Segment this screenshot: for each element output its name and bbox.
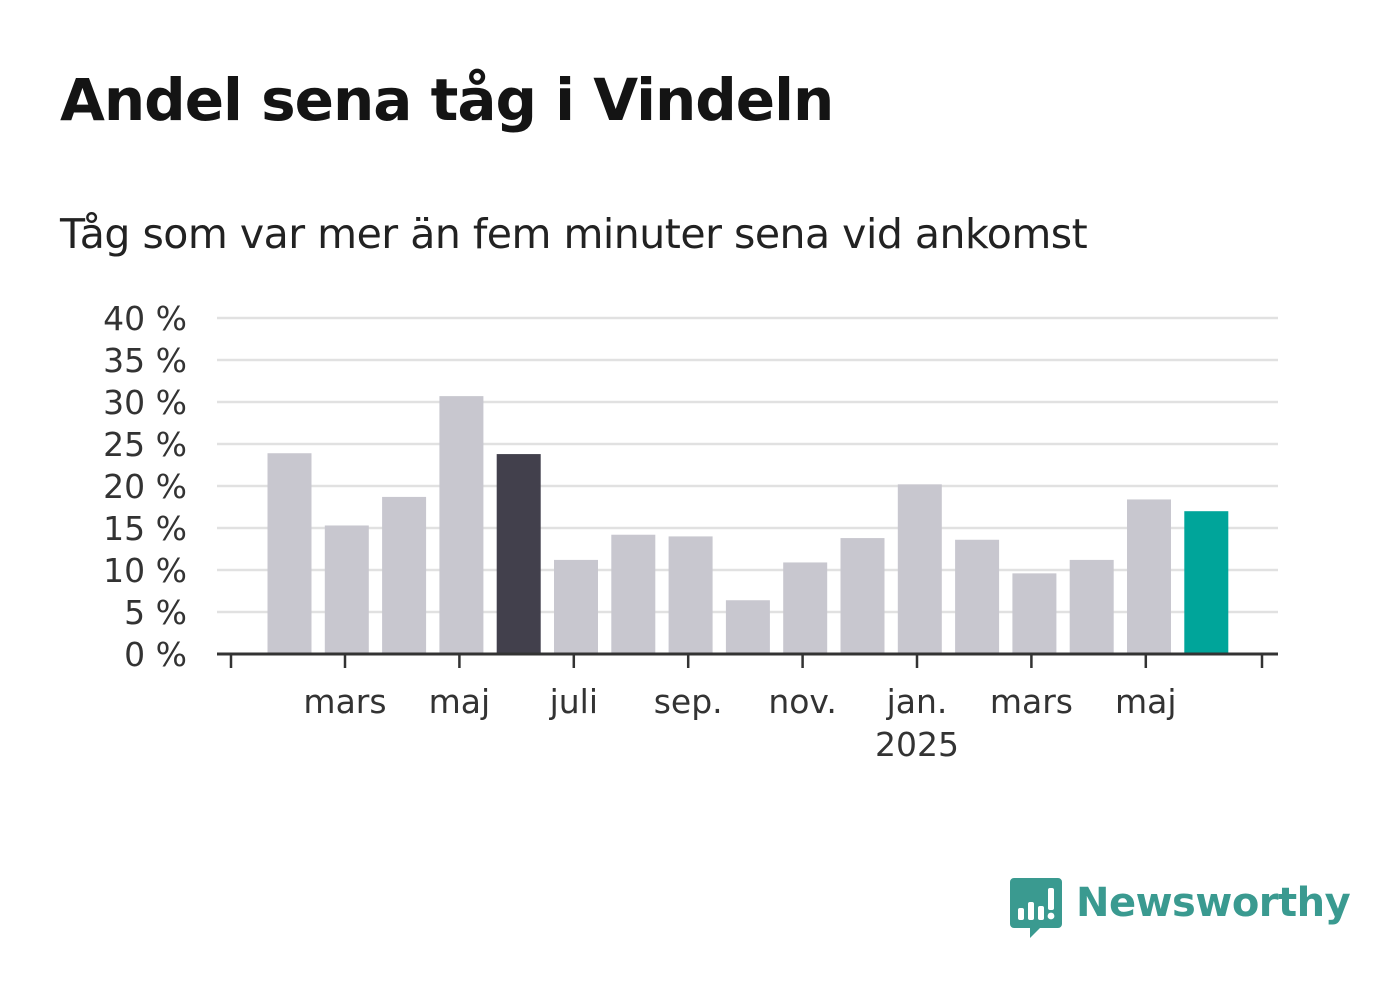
bar — [611, 534, 656, 654]
bar — [382, 496, 427, 654]
bar — [955, 539, 1000, 654]
y-axis-tick-labels: 0 %5 %10 %15 %20 %25 %30 %35 %40 % — [103, 299, 187, 674]
y-tick-label: 15 % — [103, 509, 187, 548]
y-tick-label: 20 % — [103, 467, 187, 506]
bar — [783, 562, 828, 654]
y-tick-label: 30 % — [103, 383, 187, 422]
bar — [725, 600, 770, 654]
x-tick-label: mars — [990, 682, 1073, 721]
grid-lines — [217, 316, 1278, 614]
chart-title: Andel sena tåg i Vindeln — [60, 66, 834, 134]
bar — [1069, 559, 1114, 654]
bar — [267, 453, 312, 654]
x-tick-label: mars — [303, 682, 386, 721]
x-tick-label: juli — [549, 682, 598, 721]
y-tick-label: 35 % — [103, 341, 187, 380]
y-tick-label: 0 % — [124, 635, 187, 674]
bar — [1184, 511, 1229, 654]
y-tick-label: 10 % — [103, 551, 187, 590]
bar — [668, 536, 713, 654]
x-tick-label: nov. — [768, 682, 837, 721]
x-axis — [217, 652, 1278, 668]
y-tick-label: 40 % — [103, 299, 187, 338]
x-tick-label: jan. — [886, 682, 948, 721]
newsworthy-logo-icon — [1010, 878, 1062, 938]
x-tick-label: maj — [429, 682, 491, 721]
bar — [1012, 573, 1057, 654]
bar — [1127, 499, 1171, 654]
bar — [324, 525, 369, 654]
newsworthy-logo: Newsworthy — [1010, 878, 1351, 942]
x-tick-label: sep. — [654, 682, 723, 721]
x-tick-year-label: 2025 — [875, 725, 959, 764]
bar — [439, 396, 484, 654]
y-tick-label: 5 % — [124, 593, 187, 632]
x-tick-label: maj — [1115, 682, 1177, 721]
newsworthy-logo-text: Newsworthy — [1076, 880, 1351, 926]
x-axis-tick-labels: mars maj juli sep. nov. jan. 2025 mars maj — [303, 682, 1176, 764]
bar — [496, 454, 541, 654]
bars — [267, 396, 1229, 654]
chart-subtitle: Tåg som var mer än fem minuter sena vid … — [60, 210, 1088, 258]
bar — [897, 484, 942, 654]
y-tick-label: 25 % — [103, 425, 187, 464]
bar — [840, 538, 885, 654]
bar — [554, 559, 598, 654]
